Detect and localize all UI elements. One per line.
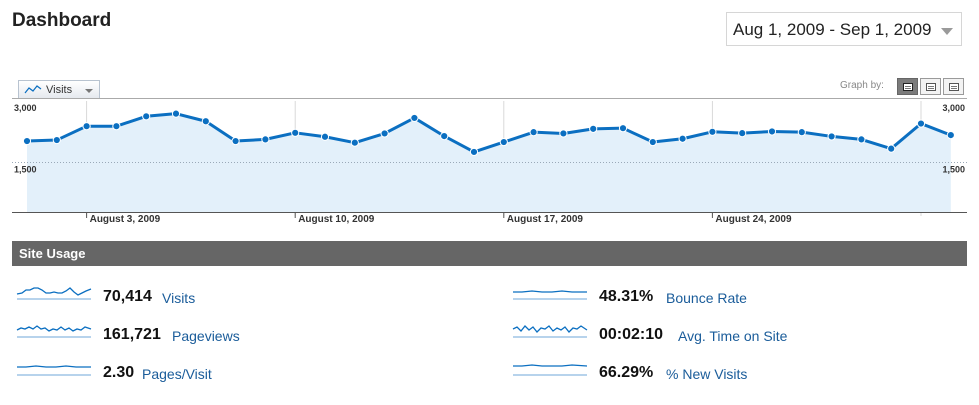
metric-dropdown-label: Visits	[46, 84, 73, 96]
visits-line	[26, 112, 952, 154]
data-point	[648, 137, 657, 147]
graph-month-icon	[949, 83, 959, 91]
metric-value: 70,414	[103, 288, 152, 305]
graph-by-day-button[interactable]	[897, 78, 918, 95]
avg-time-on-site-link[interactable]: Avg. Time on Site	[678, 328, 788, 344]
data-point	[559, 129, 568, 138]
bounce-rate-link[interactable]: Bounce Rate	[666, 290, 747, 306]
x-tick-label: August 24, 2009	[715, 214, 792, 225]
data-point	[827, 132, 836, 141]
data-point	[767, 127, 777, 136]
data-point	[261, 135, 270, 144]
data-point	[797, 128, 806, 137]
data-point	[916, 119, 926, 128]
data-point	[350, 138, 359, 147]
data-point	[171, 109, 181, 118]
data-point	[946, 131, 955, 140]
new-visits-link[interactable]: % New Visits	[666, 366, 748, 382]
date-range-text: Aug 1, 2009 - Sep 1, 2009	[733, 20, 932, 39]
graph-by-label: Graph by:	[840, 80, 884, 91]
y-tick-label-left: 3,000	[14, 103, 37, 113]
data-point	[82, 122, 91, 131]
x-tick-label: August 3, 2009	[90, 214, 161, 225]
date-range-picker[interactable]: Aug 1, 2009 - Sep 1, 2009	[726, 12, 962, 46]
metric-value: 48.31%	[599, 288, 654, 305]
visits-chart[interactable]: 3,000 3,000 1,500 1,500 August 3, 2009 August…	[0, 98, 979, 230]
site-usage-title: Site Usage	[19, 246, 86, 261]
metric-value: 2.30	[103, 364, 135, 381]
data-point	[469, 147, 479, 157]
data-point	[22, 136, 32, 146]
data-point	[320, 132, 330, 141]
sparkline-icon	[16, 287, 92, 300]
data-point	[291, 128, 300, 137]
visits-link[interactable]: Visits	[162, 290, 196, 306]
data-point	[618, 124, 628, 133]
metric-value: 66.29%	[599, 364, 654, 381]
data-point	[887, 144, 896, 153]
sparkline-icon	[16, 325, 92, 338]
data-point	[499, 137, 508, 147]
data-point	[410, 113, 419, 123]
metric-dropdown[interactable]: Visits	[18, 80, 100, 99]
data-point	[529, 128, 538, 137]
data-point	[857, 135, 866, 144]
graph-week-icon	[926, 83, 936, 91]
site-usage-header: Site Usage	[12, 241, 967, 266]
graph-day-icon	[903, 83, 913, 91]
data-point	[589, 124, 598, 133]
data-point	[380, 129, 389, 138]
chevron-down-icon	[85, 89, 93, 93]
pageviews-link[interactable]: Pageviews	[172, 328, 240, 344]
data-point	[142, 112, 151, 121]
sparkline-icon	[17, 365, 91, 376]
y-tick-label-right: 1,500	[942, 165, 965, 175]
metric-value: 161,721	[103, 326, 161, 343]
data-point	[52, 135, 61, 145]
metric-value: 00:02:10	[599, 326, 664, 343]
data-point	[231, 136, 240, 146]
x-tick-label: August 17, 2009	[507, 214, 584, 225]
graph-by-month-button[interactable]	[943, 78, 964, 95]
page-title: Dashboard	[12, 10, 112, 31]
line-graph-icon	[24, 85, 42, 94]
chevron-down-icon[interactable]	[941, 28, 953, 35]
data-point	[738, 129, 747, 138]
sparkline-icon	[513, 290, 587, 300]
y-tick-label-right: 3,000	[942, 103, 965, 113]
data-point	[708, 127, 717, 136]
visits-area	[27, 113, 951, 212]
data-point	[678, 134, 687, 143]
sparkline-icon	[513, 364, 588, 376]
sparkline-icon	[512, 325, 588, 338]
data-point	[112, 122, 121, 131]
pages-per-visit-link[interactable]: Pages/Visit	[142, 366, 212, 382]
data-point	[201, 117, 210, 126]
graph-by-week-button[interactable]	[920, 78, 941, 95]
x-tick-label: August 10, 2009	[298, 214, 375, 225]
y-tick-label-left: 1,500	[14, 165, 37, 175]
data-point	[440, 132, 449, 141]
